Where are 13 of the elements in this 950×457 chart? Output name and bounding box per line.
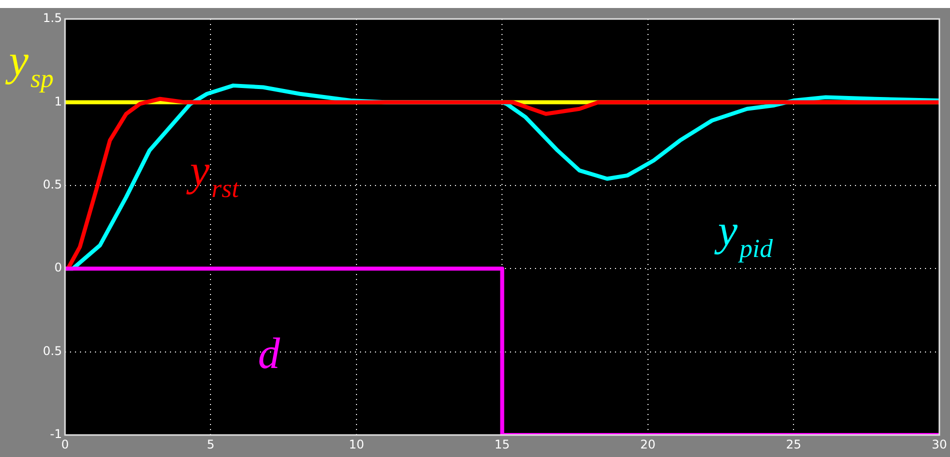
- x-tick-label: 15: [494, 437, 510, 452]
- y-tick-label: 1: [54, 94, 62, 108]
- x-tick-label: 10: [348, 437, 364, 452]
- x-tick-label: 5: [206, 437, 215, 452]
- y-tick-label: 1.5: [42, 11, 62, 26]
- x-tick-label: 30: [932, 437, 948, 452]
- y-tick-label: 0: [54, 260, 62, 275]
- y-tick-label: -1: [50, 427, 62, 442]
- x-tick-label: 25: [786, 437, 802, 452]
- y-tick-label: 0.5: [42, 178, 62, 192]
- series-label: d: [258, 329, 281, 378]
- y-tick-label: 0.5: [42, 344, 62, 358]
- x-tick-label: 20: [640, 437, 656, 452]
